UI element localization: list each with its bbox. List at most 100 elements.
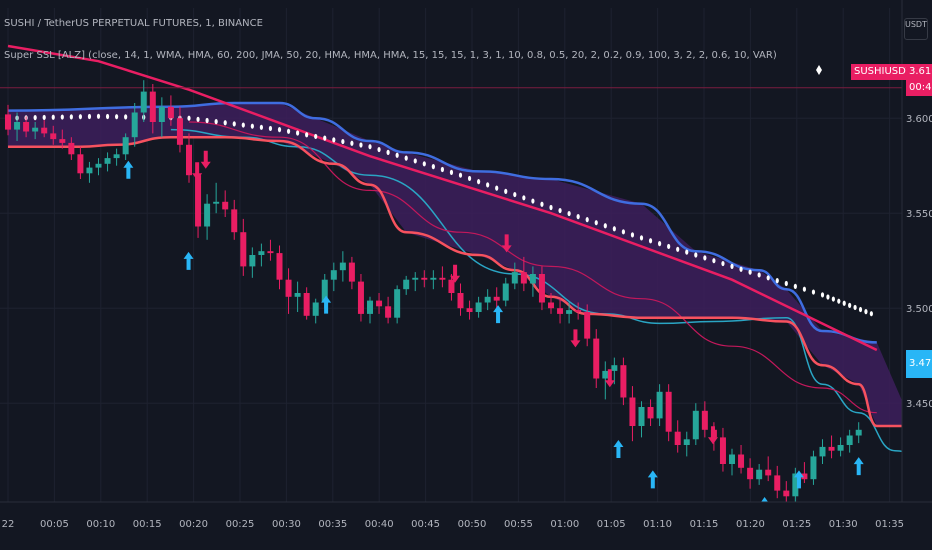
candle[interactable] xyxy=(738,445,745,474)
candle[interactable] xyxy=(213,182,220,214)
candle[interactable] xyxy=(801,462,808,483)
candle[interactable] xyxy=(548,293,554,314)
candle[interactable] xyxy=(285,268,292,314)
candle[interactable] xyxy=(312,298,319,324)
candle[interactable] xyxy=(385,296,392,324)
candle[interactable] xyxy=(511,262,518,290)
candle[interactable] xyxy=(294,281,301,312)
candle[interactable] xyxy=(756,464,763,485)
candle[interactable] xyxy=(701,401,708,438)
candle[interactable] xyxy=(249,247,256,278)
candle[interactable] xyxy=(186,133,192,183)
candle[interactable] xyxy=(367,296,373,324)
candle[interactable] xyxy=(493,287,500,311)
candle[interactable] xyxy=(59,129,66,149)
candle[interactable] xyxy=(330,262,337,292)
candle[interactable] xyxy=(448,274,455,301)
candle[interactable] xyxy=(394,285,401,324)
candle[interactable] xyxy=(457,283,464,316)
candle[interactable] xyxy=(828,435,835,459)
candle[interactable] xyxy=(520,256,527,292)
candle[interactable] xyxy=(629,386,636,442)
indicator-legend[interactable]: Super SSL [ALZ] (close, 14, 1, WMA, HMA,… xyxy=(4,50,777,61)
candle[interactable] xyxy=(665,384,672,442)
candle[interactable] xyxy=(430,270,437,290)
candle[interactable] xyxy=(77,146,84,179)
candle[interactable] xyxy=(86,161,93,183)
trail-dot xyxy=(96,113,101,119)
candle[interactable] xyxy=(222,190,229,217)
candle[interactable] xyxy=(149,84,156,134)
candle[interactable] xyxy=(104,152,111,172)
candle[interactable] xyxy=(674,420,681,453)
candle[interactable] xyxy=(50,125,57,145)
candle[interactable] xyxy=(14,112,21,142)
candle[interactable] xyxy=(647,399,654,426)
candle[interactable] xyxy=(113,148,120,166)
candles[interactable] xyxy=(5,80,862,502)
candle[interactable] xyxy=(484,289,491,311)
candle[interactable] xyxy=(140,80,147,122)
candle[interactable] xyxy=(32,122,39,140)
candle[interactable] xyxy=(412,272,419,292)
trail-dot xyxy=(205,117,209,124)
candle[interactable] xyxy=(475,296,482,318)
candle[interactable] xyxy=(719,427,726,472)
candle[interactable] xyxy=(339,251,346,282)
candle[interactable] xyxy=(348,256,355,290)
candle[interactable] xyxy=(620,357,627,406)
candle[interactable] xyxy=(303,287,310,320)
candle[interactable] xyxy=(376,293,383,314)
candle[interactable] xyxy=(656,384,663,426)
candle[interactable] xyxy=(122,133,129,160)
candle[interactable] xyxy=(846,429,853,453)
candle[interactable] xyxy=(837,437,844,457)
candle[interactable] xyxy=(683,431,690,457)
currency-badge[interactable]: USDT xyxy=(904,18,928,40)
candle[interactable] xyxy=(584,304,591,347)
x-tick-label: 01:05 xyxy=(597,519,626,530)
candle[interactable] xyxy=(5,104,11,136)
candle[interactable] xyxy=(439,266,446,288)
candle[interactable] xyxy=(403,275,410,295)
candle[interactable] xyxy=(421,270,428,288)
candle[interactable] xyxy=(729,448,735,476)
candle[interactable] xyxy=(783,481,790,502)
candle[interactable] xyxy=(276,245,283,290)
candle[interactable] xyxy=(810,450,817,485)
candle[interactable] xyxy=(158,97,165,138)
candle[interactable] xyxy=(566,302,573,324)
candle[interactable] xyxy=(204,194,211,240)
candle[interactable] xyxy=(855,422,862,444)
candle[interactable] xyxy=(267,239,274,261)
candle[interactable] xyxy=(466,300,473,320)
candle[interactable] xyxy=(529,266,536,297)
candle[interactable] xyxy=(538,266,545,311)
candle[interactable] xyxy=(692,403,699,445)
candle[interactable] xyxy=(611,357,618,385)
candle[interactable] xyxy=(638,401,645,438)
candle[interactable] xyxy=(557,298,564,324)
candle[interactable] xyxy=(502,277,509,307)
candle[interactable] xyxy=(231,199,238,240)
candle[interactable] xyxy=(819,439,826,464)
candle[interactable] xyxy=(95,158,102,176)
candle-body xyxy=(529,274,536,284)
candle[interactable] xyxy=(747,458,754,489)
candle[interactable] xyxy=(258,243,265,267)
candle[interactable] xyxy=(765,456,772,482)
candle[interactable] xyxy=(131,103,138,147)
candle[interactable] xyxy=(167,95,174,126)
candle[interactable] xyxy=(774,465,781,499)
candle[interactable] xyxy=(176,106,183,153)
candle[interactable] xyxy=(792,467,799,502)
candle[interactable] xyxy=(23,116,30,138)
x-tick-label: 01:30 xyxy=(829,519,858,530)
candle[interactable] xyxy=(593,329,600,388)
candle[interactable] xyxy=(41,120,48,138)
candle[interactable] xyxy=(240,218,247,276)
candle[interactable] xyxy=(68,137,75,160)
candle[interactable] xyxy=(575,302,582,320)
candle[interactable] xyxy=(357,274,364,322)
